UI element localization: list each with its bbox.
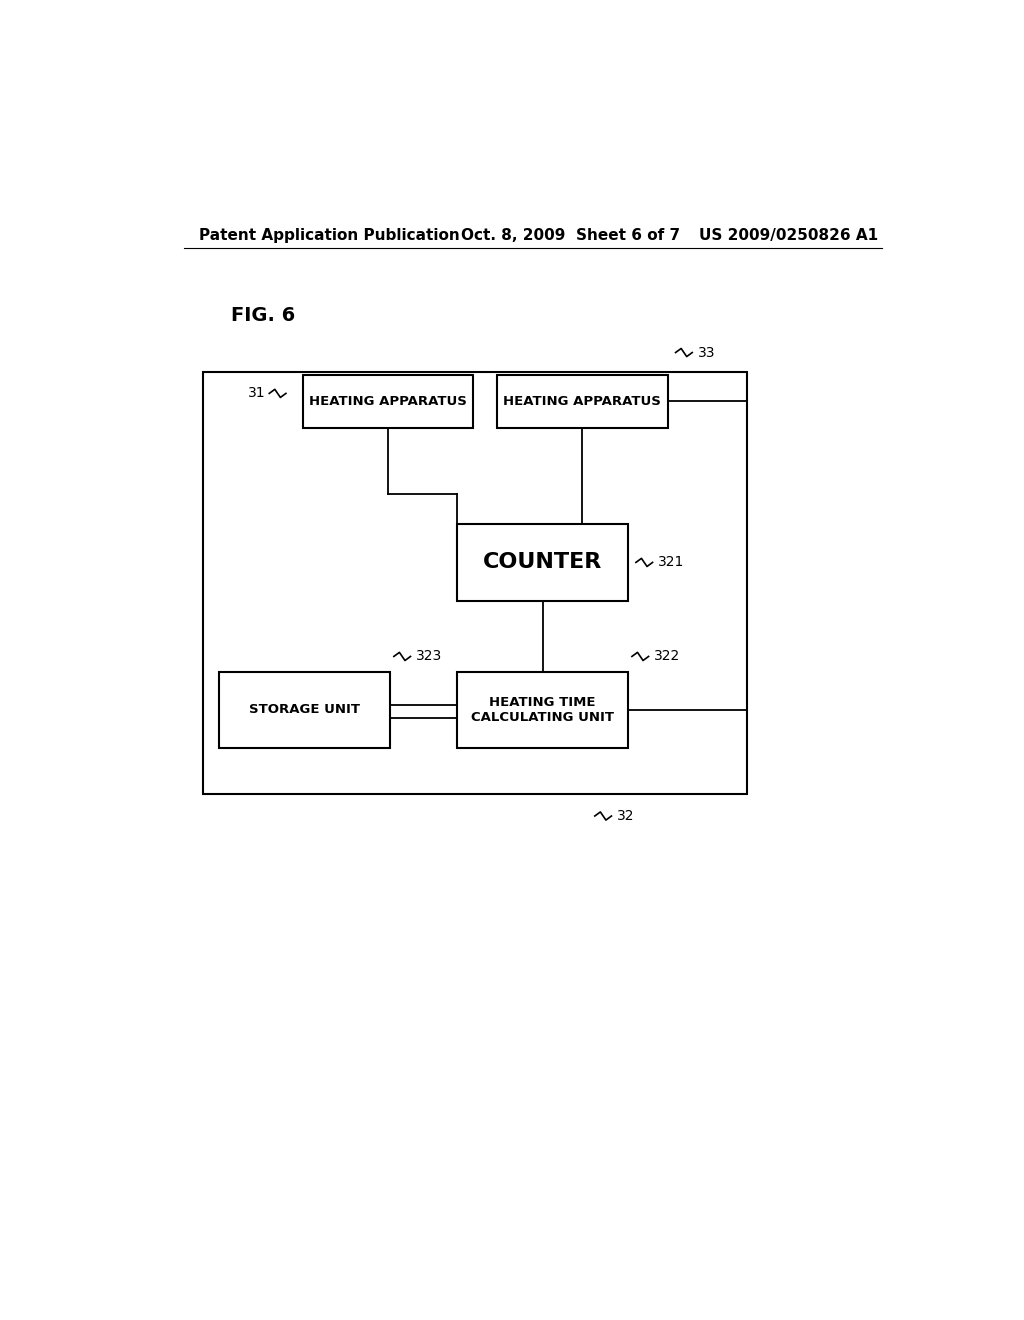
Text: 33: 33 [697,346,716,359]
FancyBboxPatch shape [458,672,628,748]
Text: 32: 32 [617,809,635,822]
Text: Sheet 6 of 7: Sheet 6 of 7 [577,228,681,243]
FancyBboxPatch shape [497,375,668,428]
Text: COUNTER: COUNTER [483,552,602,573]
FancyBboxPatch shape [303,375,473,428]
Text: US 2009/0250826 A1: US 2009/0250826 A1 [699,228,879,243]
Text: Patent Application Publication: Patent Application Publication [200,228,460,243]
FancyBboxPatch shape [219,672,390,748]
Text: 323: 323 [416,649,442,664]
Text: 31: 31 [248,387,265,400]
Text: 322: 322 [654,649,680,664]
Text: STORAGE UNIT: STORAGE UNIT [249,704,360,717]
Text: 321: 321 [658,556,684,569]
Text: FIG. 6: FIG. 6 [231,306,295,326]
Text: HEATING TIME
CALCULATING UNIT: HEATING TIME CALCULATING UNIT [471,696,614,723]
Text: HEATING APPARATUS: HEATING APPARATUS [309,395,467,408]
Text: HEATING APPARATUS: HEATING APPARATUS [504,395,662,408]
FancyBboxPatch shape [458,524,628,601]
Text: Oct. 8, 2009: Oct. 8, 2009 [461,228,565,243]
